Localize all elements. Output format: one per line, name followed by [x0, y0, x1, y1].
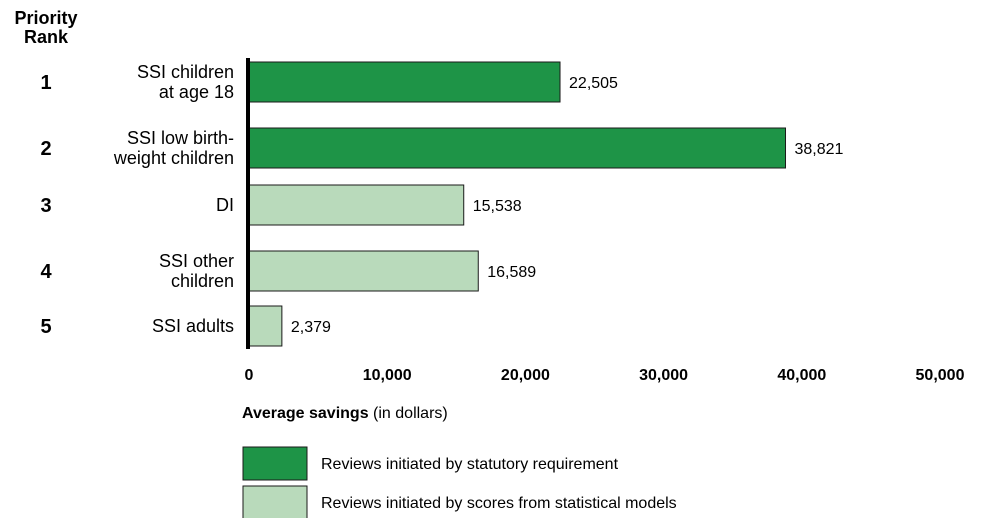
value-label: 16,589: [487, 264, 536, 281]
rank-header-line: Rank: [24, 27, 69, 47]
category-label: DI: [216, 195, 234, 215]
x-tick-label: 50,000: [916, 367, 965, 384]
y-axis-line: [246, 58, 250, 349]
legend-swatch: [242, 485, 308, 518]
value-label: 22,505: [569, 75, 618, 92]
bar: [248, 184, 465, 226]
x-tick-label: 20,000: [501, 367, 550, 384]
legend-label: Reviews initiated by statutory requireme…: [321, 456, 619, 473]
x-tick-label: 10,000: [363, 367, 412, 384]
x-axis-title-unit: (in dollars): [369, 405, 448, 422]
rank-header-line: Priority: [14, 8, 77, 28]
value-label: 2,379: [291, 319, 331, 336]
rank-number: 2: [40, 138, 51, 160]
bar: [248, 305, 283, 347]
bar: [248, 61, 561, 103]
bar: [248, 250, 479, 292]
value-label: 15,538: [473, 198, 522, 215]
value-label: 38,821: [795, 141, 844, 158]
rank-number: 4: [40, 261, 52, 283]
x-tick-label: 0: [245, 367, 254, 384]
category-label: children: [171, 271, 234, 291]
x-axis-title-bold: Average savings: [242, 405, 369, 422]
x-tick-label: 30,000: [639, 367, 688, 384]
category-label: SSI adults: [152, 316, 234, 336]
x-tick-label: 40,000: [777, 367, 826, 384]
rank-number: 5: [40, 316, 51, 338]
rank-number: 3: [40, 195, 51, 217]
category-label: at age 18: [159, 82, 234, 102]
bar: [248, 127, 787, 169]
category-label: SSI low birth-: [127, 128, 234, 148]
legend-label: Reviews initiated by scores from statist…: [321, 495, 677, 512]
category-label: SSI children: [137, 62, 234, 82]
x-axis-title: Average savings (in dollars): [242, 405, 448, 422]
category-label: weight children: [113, 148, 234, 168]
category-label: SSI other: [159, 251, 234, 271]
legend-swatch: [242, 446, 308, 481]
rank-number: 1: [40, 72, 51, 94]
